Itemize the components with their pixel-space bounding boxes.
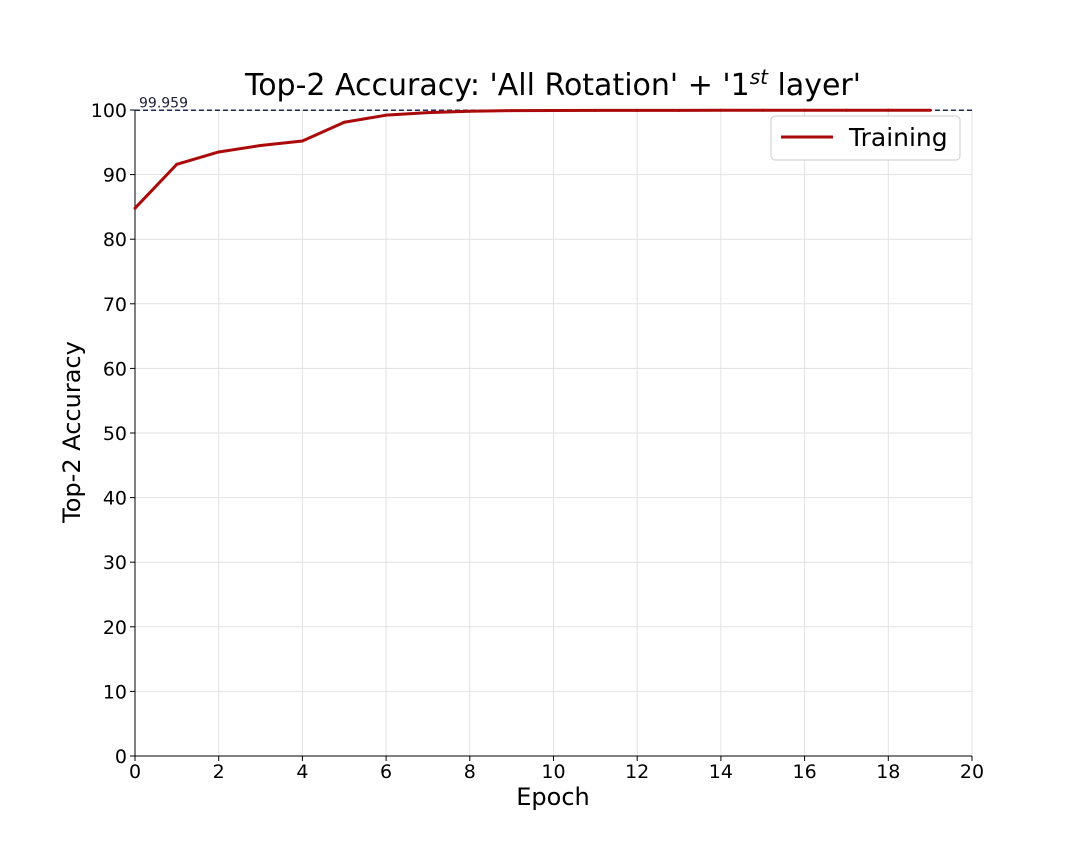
data-point bbox=[928, 108, 932, 112]
grid bbox=[134, 109, 973, 757]
data-point bbox=[803, 108, 807, 112]
y-axis-ticks: 0 10 20 30 40 50 60 70 80 90 100 bbox=[91, 100, 135, 768]
data-point bbox=[133, 206, 137, 210]
data-point bbox=[593, 108, 597, 112]
data-point bbox=[761, 108, 765, 112]
y-tick-label: 0 bbox=[115, 746, 127, 768]
data-point bbox=[300, 139, 304, 143]
x-tick-label: 8 bbox=[464, 761, 476, 783]
x-tick-label: 14 bbox=[709, 761, 733, 783]
x-tick-label: 0 bbox=[129, 761, 141, 783]
chart-title-superscript: st bbox=[750, 65, 769, 89]
y-tick-label: 40 bbox=[103, 488, 127, 510]
data-point bbox=[384, 113, 388, 117]
y-tick-label: 100 bbox=[91, 100, 127, 122]
reference-line-label: 99.959 bbox=[139, 95, 188, 111]
data-point bbox=[552, 108, 555, 112]
x-tick-label: 10 bbox=[541, 761, 565, 783]
data-point bbox=[426, 111, 430, 115]
x-axis-label: Epoch bbox=[516, 783, 590, 811]
x-tick-label: 6 bbox=[380, 761, 392, 783]
data-point bbox=[342, 120, 346, 124]
y-tick-label: 50 bbox=[103, 423, 127, 445]
y-tick-label: 20 bbox=[103, 617, 127, 639]
y-tick-label: 80 bbox=[103, 229, 127, 251]
x-axis-ticks: 0 2 4 6 8 10 12 14 16 18 20 bbox=[129, 756, 984, 783]
data-point bbox=[468, 109, 472, 113]
x-tick-label: 2 bbox=[213, 761, 225, 783]
data-point bbox=[217, 150, 221, 154]
x-tick-label: 18 bbox=[876, 761, 900, 783]
data-point bbox=[635, 108, 639, 112]
data-point bbox=[259, 144, 263, 148]
legend-box bbox=[770, 115, 961, 161]
data-point bbox=[719, 108, 723, 112]
data-point bbox=[886, 108, 890, 112]
y-tick-label: 10 bbox=[103, 681, 127, 703]
y-tick-label: 60 bbox=[103, 358, 127, 380]
series-layer bbox=[133, 108, 932, 210]
y-tick-label: 90 bbox=[103, 165, 127, 187]
data-point bbox=[677, 108, 681, 112]
y-tick-label: 70 bbox=[103, 294, 127, 316]
x-tick-label: 4 bbox=[296, 761, 308, 783]
y-axis-label: Top-2 Accuracy bbox=[58, 341, 86, 524]
y-tick-label: 30 bbox=[103, 552, 127, 574]
chart-title-suffix: layer' bbox=[768, 68, 861, 103]
chart-title-main: Top-2 Accuracy: 'All Rotation' + '1 bbox=[244, 68, 750, 103]
legend: Training bbox=[770, 115, 961, 161]
x-tick-label: 16 bbox=[793, 761, 817, 783]
data-point bbox=[510, 109, 514, 113]
x-tick-label: 20 bbox=[960, 761, 984, 783]
x-tick-label: 12 bbox=[625, 761, 649, 783]
data-point bbox=[844, 108, 848, 112]
data-point bbox=[175, 162, 179, 166]
legend-label-training: Training bbox=[848, 123, 948, 152]
chart-title: Top-2 Accuracy: 'All Rotation' + '1st la… bbox=[244, 65, 861, 103]
series-line-training bbox=[133, 108, 931, 210]
